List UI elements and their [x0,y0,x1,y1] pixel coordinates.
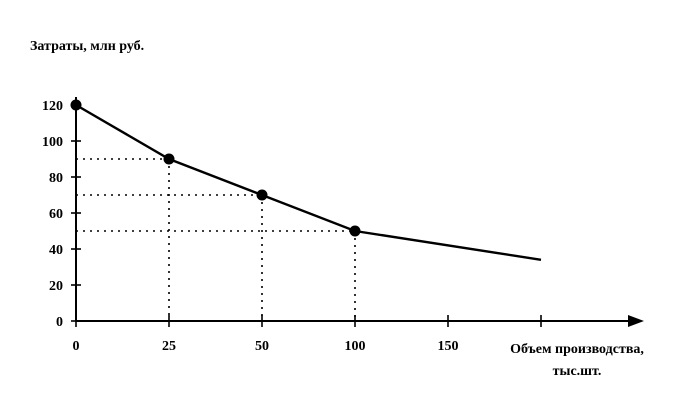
data-point-25 [163,153,175,165]
y-tick-label-0: 0 [56,315,63,330]
x-tick-label-50: 50 [255,339,269,354]
y-tick-label-40: 40 [49,243,63,258]
y-tick-label-60: 60 [49,207,63,222]
x-tick-label-0: 0 [73,339,80,354]
x-tick-label-25: 25 [162,339,176,354]
data-point-0 [70,99,82,111]
x-axis-title-line1: Объем производства, [510,342,644,357]
x-axis-title-line2: тыс.шт. [553,364,602,379]
x-tick-label-150: 150 [438,339,459,354]
x-ticks: 0 25 50 100 150 [73,315,542,354]
y-ticks: 0 20 40 60 80 100 120 [42,99,81,330]
data-point-100 [349,225,361,237]
x-tick-label-100: 100 [345,339,366,354]
data-points [70,99,361,237]
guide-lines [76,158,356,321]
y-tick-label-120: 120 [42,99,63,114]
data-point-50 [256,189,268,201]
y-tick-label-20: 20 [49,279,63,294]
axes [75,97,644,327]
y-tick-label-100: 100 [42,135,63,150]
cost-series-line [75,103,542,261]
y-axis-title: Затраты, млн руб. [30,39,144,54]
x-axis-arrow [628,315,644,327]
y-tick-label-80: 80 [49,171,63,186]
